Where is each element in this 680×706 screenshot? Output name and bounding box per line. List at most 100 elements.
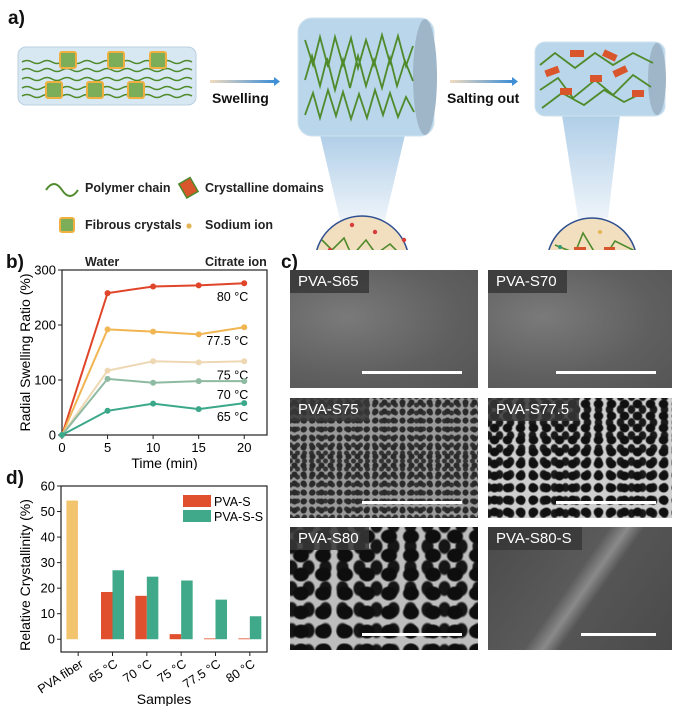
salting-out-arrow — [450, 80, 512, 83]
bar-pva-s-s — [249, 616, 262, 640]
bar-pva-s — [135, 595, 147, 640]
legend-swatch — [183, 510, 211, 522]
sodium-ion-icon — [186, 223, 192, 229]
series-label: 65 °C — [217, 410, 248, 424]
swelling-schematic — [17, 17, 666, 250]
x-tick-label: 20 — [237, 440, 251, 455]
scale-bar — [362, 371, 462, 374]
data-point — [241, 280, 248, 287]
bar-pva-s-s — [215, 599, 227, 640]
data-point — [104, 367, 111, 374]
pva-fiber-tube — [17, 46, 197, 106]
sem-label: PVA-S80 — [290, 527, 369, 550]
x-axis-title: Samples — [137, 691, 191, 706]
legend-citrate-ion: Citrate ion — [205, 255, 267, 269]
polymer-chain-icon — [45, 183, 79, 197]
swollen-tube — [297, 17, 437, 220]
y-tick-label: 20 — [41, 581, 55, 596]
data-point — [195, 378, 202, 385]
bar-pva-fiber — [66, 500, 78, 640]
legend-sodium-ion: Sodium ion — [205, 218, 274, 232]
data-point — [150, 400, 157, 407]
bar-pva-s-s — [181, 580, 193, 640]
series-label: 75 °C — [217, 368, 248, 382]
x-tick-label: PVA fiber — [35, 657, 86, 697]
bar-pva-s — [169, 634, 182, 640]
panel-label-c: c) — [281, 252, 298, 273]
salted-inset-circle — [548, 217, 636, 250]
y-tick-label: 200 — [34, 318, 56, 333]
panel-label-b: b) — [6, 252, 24, 273]
salting-out-label: Salting out — [447, 90, 520, 106]
sem-image-pva-s77-5: PVA-S77.5 — [488, 398, 672, 518]
bar-pva-s — [238, 638, 250, 640]
x-tick-label: 65 °C — [86, 657, 120, 686]
swollen-inset-circle — [316, 215, 408, 250]
x-axis-title: Time (min) — [131, 455, 197, 470]
x-tick-label: 5 — [104, 440, 111, 455]
data-point — [195, 282, 202, 289]
swelling-arrow — [210, 80, 274, 83]
salted-tube — [534, 41, 666, 218]
data-point — [241, 400, 248, 407]
plot-frame — [60, 485, 268, 653]
x-tick-label: 10 — [146, 440, 160, 455]
sem-label: PVA-S75 — [290, 398, 369, 421]
data-point — [241, 358, 248, 365]
legend-label: PVA-S-S — [214, 510, 263, 524]
crystalline-domains-icon — [177, 176, 200, 199]
scale-bar — [362, 633, 462, 636]
sem-label: PVA-S70 — [488, 270, 567, 293]
panel-label-a: a) — [8, 8, 25, 29]
scale-bar — [556, 501, 656, 504]
series-label: 70 °C — [217, 388, 248, 402]
data-point — [150, 379, 157, 386]
data-point — [59, 432, 65, 438]
y-tick-label: 60 — [41, 479, 55, 494]
sem-image-pva-s80: PVA-S80 — [290, 527, 478, 650]
panel-label-d: d) — [6, 468, 24, 489]
data-point — [104, 407, 111, 414]
y-tick-label: 10 — [41, 606, 55, 621]
data-point — [150, 283, 157, 290]
y-tick-label: 40 — [41, 530, 55, 545]
x-tick-label: 77.5 °C — [180, 657, 223, 692]
x-tick-label: 80 °C — [224, 657, 258, 686]
data-point — [241, 324, 248, 331]
y-tick-label: 0 — [49, 428, 56, 443]
y-axis-title: Radial Swelling Ratio (%) — [17, 274, 33, 432]
data-point — [195, 406, 202, 413]
x-tick-label: 70 °C — [121, 657, 155, 686]
sem-image-pva-s70: PVA-S70 — [488, 270, 672, 388]
y-axis-title: Relative Crystallinity (%) — [17, 499, 33, 651]
fibrous-crystals-icon — [59, 217, 75, 233]
bar-pva-s — [204, 638, 216, 640]
y-tick-label: 30 — [41, 555, 55, 570]
series-label: 80 °C — [217, 290, 248, 304]
y-tick-label: 100 — [34, 373, 56, 388]
sem-label: PVA-S77.5 — [488, 398, 580, 421]
legend-swatch — [183, 495, 211, 507]
legend-label: PVA-S — [214, 495, 251, 509]
sem-label: PVA-S65 — [290, 270, 369, 293]
bar-pva-s-s — [146, 576, 159, 640]
scale-bar — [362, 501, 462, 504]
sem-image-pva-s65: PVA-S65 — [290, 270, 478, 388]
bar-pva-s — [101, 591, 113, 640]
data-point — [195, 331, 202, 338]
sem-image-pva-s75: PVA-S75 — [290, 398, 478, 518]
sem-label: PVA-S80-S — [488, 527, 582, 550]
y-tick-label: 50 — [41, 504, 55, 519]
swelling-label: Swelling — [212, 90, 269, 106]
scale-bar — [581, 633, 656, 636]
data-point — [150, 358, 157, 365]
x-tick-label: 0 — [58, 440, 65, 455]
data-point — [195, 359, 202, 366]
legend-water: Water — [85, 255, 120, 269]
scale-bar — [556, 371, 656, 374]
data-point — [104, 375, 111, 382]
plot-frame — [61, 269, 268, 436]
legend-polymer-chain: Polymer chain — [85, 181, 171, 195]
